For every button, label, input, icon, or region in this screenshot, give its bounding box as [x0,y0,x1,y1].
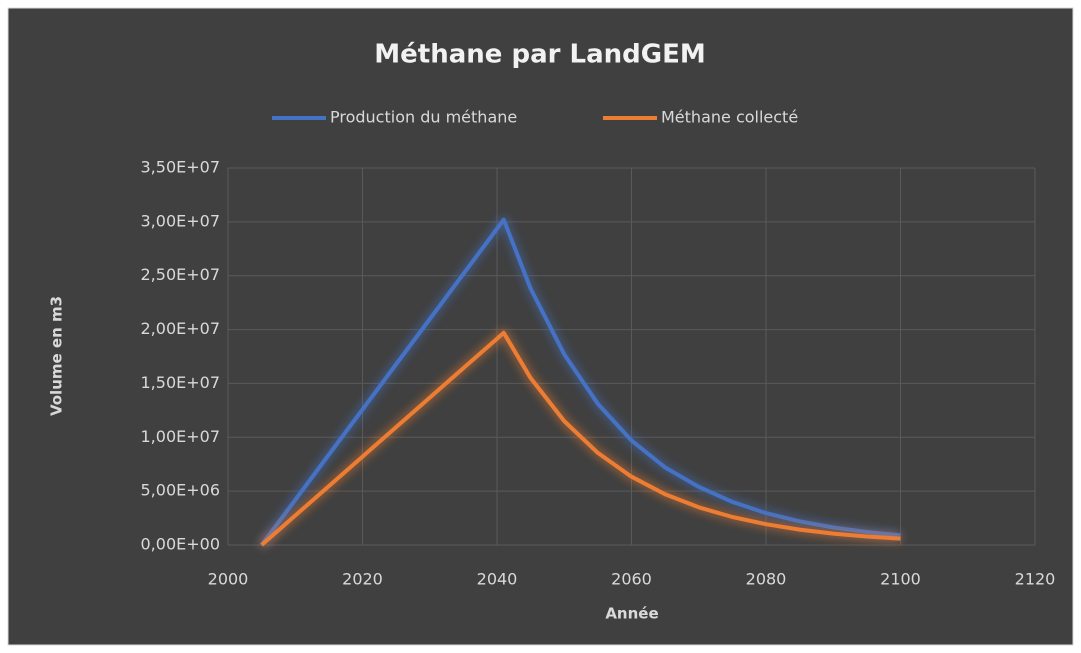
legend-label: Méthane collecté [661,108,798,127]
y-tick-label: 1,50E+07 [141,373,221,392]
y-tick-label: 1,00E+07 [141,427,221,446]
y-tick-label: 0,00E+00 [141,535,221,554]
x-tick-label: 2100 [880,570,921,589]
x-tick-label: 2000 [208,570,249,589]
x-tick-label: 2120 [1015,570,1056,589]
y-axis-title: Volume en m3 [48,296,66,416]
x-axis-title: Année [605,605,658,623]
y-tick-label: 3,00E+07 [141,211,221,230]
y-tick-label: 3,50E+07 [141,158,221,177]
y-tick-label: 5,00E+06 [141,481,221,500]
x-tick-label: 2080 [746,570,787,589]
legend-label: Production du méthane [330,108,517,127]
line-series [260,330,901,547]
y-tick-label: 2,50E+07 [141,265,221,284]
y-tick-label: 2,00E+07 [141,319,221,338]
x-tick-label: 2040 [477,570,518,589]
chart-title: Méthane par LandGEM [374,40,705,70]
line-series [260,217,901,547]
x-tick-label: 2060 [611,570,652,589]
x-tick-label: 2020 [342,570,383,589]
